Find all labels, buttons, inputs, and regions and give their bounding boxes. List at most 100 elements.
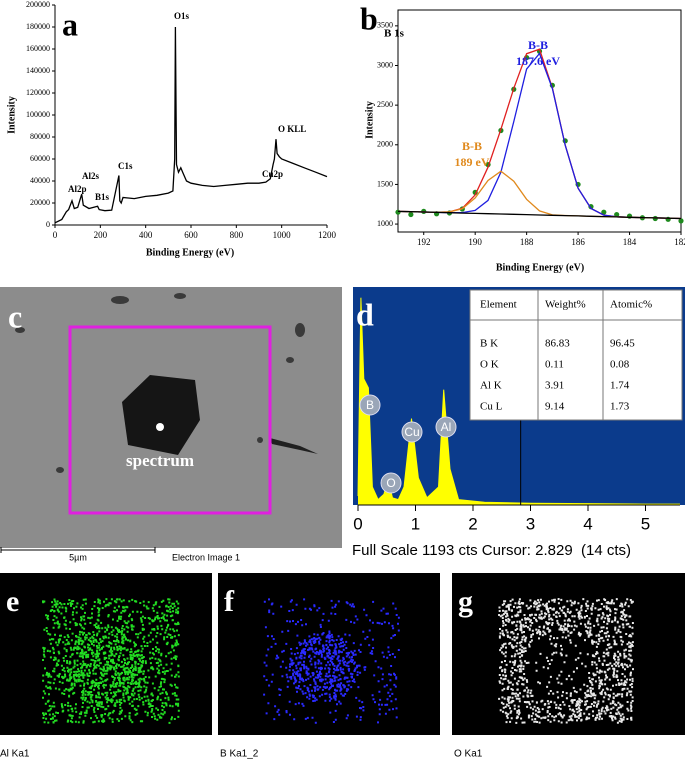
panel-label: g (458, 585, 473, 618)
spectrum-point (156, 423, 164, 431)
data-line (397, 48, 682, 220)
spectrum-footer: Full Scale 1193 cts Cursor: 2.829 (14 ct… (352, 542, 631, 559)
plot-frame (397, 9, 682, 233)
table-cell: 0.08 (610, 359, 630, 371)
x-tick-label: 200 (94, 230, 108, 240)
y-tick-label: 1000 (377, 219, 393, 228)
y-tick-label: 80000 (30, 132, 50, 141)
peak-label: O (386, 476, 395, 490)
map-caption: B Ka1_2 (220, 749, 259, 760)
y-axis-label: Intensity (6, 96, 17, 134)
table-cell: O K (480, 359, 499, 371)
x-tick-label: 188 (520, 237, 534, 247)
table-rules (470, 290, 682, 420)
x-tick-label: 400 (139, 230, 153, 240)
y-tick-label: 60000 (30, 154, 50, 163)
y-tick-label: 3500 (377, 21, 393, 30)
data-point (395, 209, 401, 215)
sem-crack (270, 438, 318, 454)
scale-bar-label: 5µm (69, 552, 87, 562)
peak-label: B (366, 398, 374, 412)
panel-label: c (8, 298, 22, 334)
x-tick-label: 0 (353, 514, 362, 533)
peak-marker (401, 421, 423, 443)
map-caption: O Ka1 (454, 749, 483, 760)
table-cell: 1.74 (610, 380, 630, 392)
annotation: Al2s (82, 171, 100, 181)
sem-speck (111, 296, 129, 304)
x-tick-label: 600 (184, 230, 198, 240)
axis-strip (353, 505, 685, 540)
table-cell: 0.11 (545, 359, 564, 371)
y-tick-label: 140000 (26, 66, 50, 75)
table-background (469, 289, 683, 421)
data-point (601, 209, 607, 215)
x-axis-label: Binding Energy (eV) (496, 262, 584, 273)
annotation: B-B (462, 139, 482, 153)
y-tick-label: 200000 (26, 0, 50, 9)
sem-speck (174, 293, 186, 299)
table-cell: B K (480, 338, 498, 350)
peak-marker (435, 416, 457, 438)
annotation: Cu2p (262, 169, 283, 179)
x-tick-label: 1000 (273, 230, 292, 240)
table-cell: Al K (480, 380, 502, 392)
image-caption: Electron Image 1 (172, 552, 240, 562)
panel-label: f (224, 585, 235, 618)
y-axis-label: Intensity (364, 101, 375, 139)
annotation: O KLL (278, 124, 306, 134)
annotation: C1s (118, 161, 133, 171)
y-tick-label: 1500 (377, 179, 393, 188)
annotation: B1s (95, 192, 110, 202)
x-tick-label: 192 (417, 237, 431, 247)
data-line (397, 210, 682, 220)
sem-speck (15, 327, 25, 333)
map-signal (263, 598, 400, 724)
map-background (452, 573, 685, 735)
panel-label: e (6, 585, 19, 618)
x-axis-label: Binding Energy (eV) (146, 247, 234, 258)
table-cell: Cu L (480, 401, 503, 413)
spectrum-line (357, 297, 680, 505)
x-tick-label: 184 (623, 237, 637, 247)
data-point (678, 218, 684, 224)
x-tick-label: 1 (411, 514, 420, 533)
sem-frame (68, 325, 272, 515)
sem-speck (286, 357, 294, 363)
x-tick-label: 4 (583, 514, 592, 533)
table-cell: 3.91 (545, 380, 564, 392)
annotation: Al2p (68, 184, 87, 194)
x-tick-label: 186 (571, 237, 585, 247)
y-tick-label: 160000 (26, 44, 50, 53)
scale-bar (0, 547, 156, 553)
y-tick-label: 2000 (377, 140, 393, 149)
annotation: 189 eV (455, 155, 490, 169)
sem-speck (257, 437, 263, 443)
data-point (665, 216, 671, 222)
map-signal (498, 598, 634, 724)
y-tick-label: 100000 (26, 110, 50, 119)
x-tick-label: 182 (674, 237, 685, 247)
table-header: Weight% (545, 299, 586, 311)
panel-label: b (360, 0, 378, 36)
sem-speck (295, 323, 305, 337)
data-line (54, 26, 328, 224)
data-point (614, 211, 620, 218)
y-tick-label: 180000 (26, 22, 50, 31)
table-cell: 96.45 (610, 338, 635, 350)
peak-marker (359, 394, 381, 416)
peak-marker (380, 472, 402, 494)
y-tick-label: 2500 (377, 100, 393, 109)
peak-label: Cu (404, 425, 419, 439)
peak-label: Al (441, 420, 452, 434)
table-cell: 9.14 (545, 401, 565, 413)
x-tick-label: 1200 (318, 230, 337, 240)
table-cell: 1.73 (610, 401, 630, 413)
table-header: Atomic% (610, 299, 652, 311)
map-caption: Al Ka1 (0, 749, 30, 760)
x-tick-label: 3 (526, 514, 535, 533)
data-line (397, 170, 682, 220)
table-cell: 86.83 (545, 338, 570, 350)
